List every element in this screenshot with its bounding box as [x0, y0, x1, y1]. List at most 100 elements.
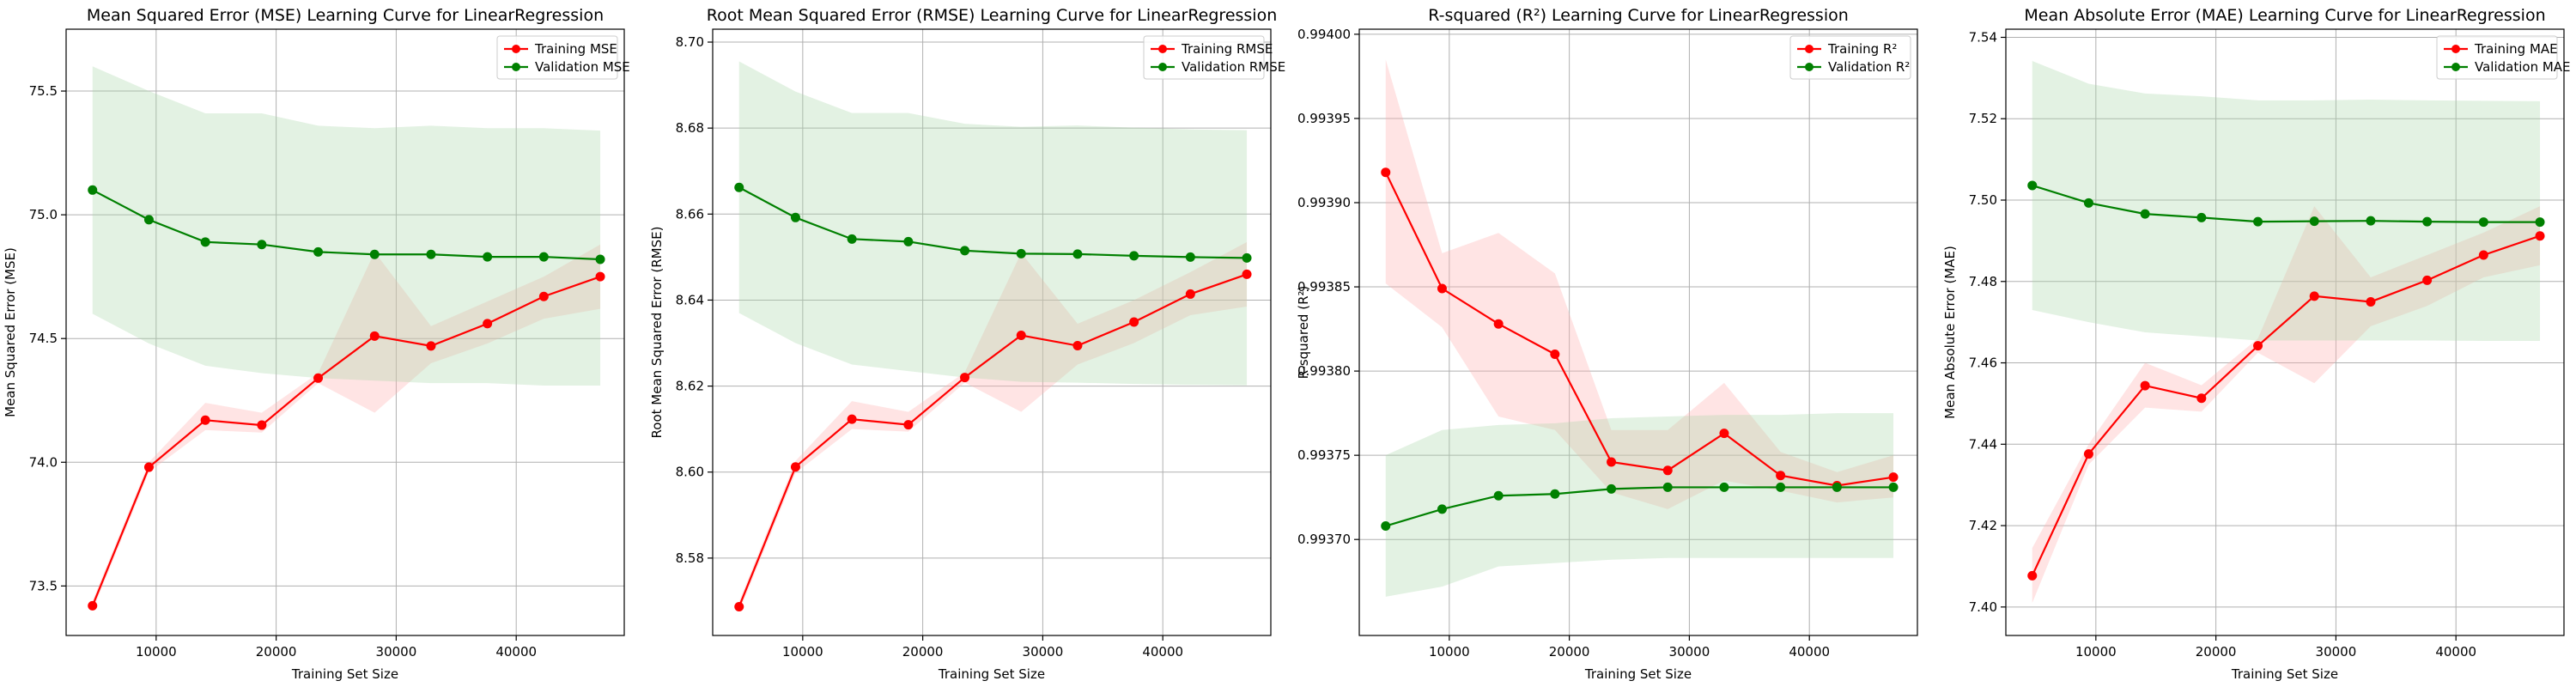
legend-box	[1789, 35, 1911, 80]
x-tick-label: 30000	[1669, 644, 1710, 660]
chart-title: Mean Squared Error (MSE) Learning Curve …	[87, 6, 604, 25]
y-tick-label: 8.60	[676, 465, 704, 480]
series-1-point	[2422, 275, 2433, 285]
x-tick-label: 40000	[1789, 644, 1830, 660]
series-1-point	[1381, 167, 1391, 178]
chart-title: R-squared (R²) Learning Curve for Linear…	[1428, 6, 1849, 25]
series-1-point	[1888, 472, 1899, 483]
y-tick-label: 8.70	[676, 34, 704, 50]
series-line-2	[738, 186, 1248, 259]
series-2-point	[1607, 483, 1617, 494]
series-1-point	[2366, 296, 2376, 307]
series-1-point	[1072, 341, 1083, 351]
x-tick-label: 40000	[1142, 644, 1183, 660]
y-tick-label: 75.5	[29, 83, 58, 99]
series-2-point	[2083, 198, 2093, 208]
series-line-1	[2031, 234, 2541, 576]
series-2-point	[2478, 217, 2488, 228]
y-tick-label: 74.5	[29, 331, 58, 346]
x-tick-label: 30000	[1023, 644, 1064, 660]
series-1-point	[143, 462, 154, 472]
x-tick-label: 40000	[495, 644, 537, 660]
chart-panel-4: 10000 20000 30000 40000 7.40 7.42 7.44 7.46 7.48…	[1942, 6, 2571, 682]
series-2-point	[2422, 216, 2433, 227]
series-1-point	[595, 271, 605, 282]
series-2-point	[257, 240, 267, 250]
x-tick-label: 20000	[902, 644, 944, 660]
legend: Training MSE Validation MSE	[496, 35, 630, 80]
series-2-point	[595, 254, 605, 264]
series-2-point	[1776, 482, 1786, 492]
x-tick-label: 30000	[376, 644, 417, 660]
series-1-point	[734, 601, 744, 611]
series-1-point	[790, 462, 800, 472]
legend-entry-label: Validation MAE	[2475, 59, 2571, 75]
x-axis-label: Training Set Size	[938, 666, 1045, 682]
series-2-point	[200, 237, 210, 247]
axes-frame	[712, 28, 1272, 636]
series-2-point	[1242, 252, 1252, 263]
series-1-point	[369, 331, 380, 341]
x-tick-label: 20000	[2196, 644, 2237, 660]
y-tick-label: 7.42	[1969, 518, 1997, 533]
legend-swatch-marker	[1158, 63, 1167, 71]
series-line-1	[1384, 172, 1894, 487]
series-2-point	[1550, 489, 1560, 499]
series-2-point	[1129, 251, 1139, 261]
x-tick-label: 20000	[1549, 644, 1590, 660]
series-1-point	[426, 341, 436, 351]
legend-entry-label: Training MAE	[2474, 41, 2558, 57]
series-2-point	[2366, 216, 2376, 226]
y-tick-label: 0.99390	[1297, 195, 1351, 210]
y-tick-label: 75.0	[29, 207, 58, 222]
y-axis-label: Mean Absolute Error (MAE)	[1942, 246, 1958, 419]
y-tick-label: 0.99370	[1297, 532, 1351, 547]
legend-swatch-marker	[512, 63, 520, 71]
series-2-point	[1888, 482, 1899, 492]
chart-panel-1: 10000 20000 30000 40000 73.5 74.0 74.5 75.0 75.5…	[3, 6, 630, 682]
series-2-point	[1832, 482, 1842, 492]
series-1-point	[2196, 393, 2207, 404]
series-band-2	[1385, 413, 1894, 597]
y-tick-label: 8.64	[676, 292, 704, 307]
series-1-point	[1437, 283, 1447, 294]
series-2-point	[426, 249, 436, 259]
series-band-1	[1385, 59, 1894, 509]
series-line-2	[2032, 184, 2541, 223]
series-2-point	[1016, 248, 1026, 258]
y-tick-label: 7.48	[1969, 274, 1997, 289]
chart-panel-2: 10000 20000 30000 40000 8.58 8.60 8.62 8.64 8.66…	[649, 6, 1285, 682]
series-2-point	[847, 234, 857, 244]
legend-entry-label: Validation MSE	[535, 59, 630, 75]
series-1-point	[200, 415, 210, 425]
y-axis-label: Mean Squared Error (MSE)	[3, 247, 18, 417]
chart-panel-3: 10000 20000 30000 40000 0.99370 0.99375 0.9938…	[1296, 6, 1918, 682]
series-band-1	[738, 241, 1248, 612]
series-1-point	[2309, 291, 2319, 301]
series-2-point	[143, 215, 154, 225]
chart-title: Mean Absolute Error (MAE) Learning Curve…	[2024, 6, 2545, 25]
series-1-point	[1550, 349, 1560, 359]
y-tick-label: 0.99375	[1297, 447, 1351, 463]
legend-swatch-marker	[2451, 63, 2460, 71]
legend-swatch-marker	[1805, 45, 1814, 53]
series-1-point	[1719, 429, 1729, 439]
axes-frame	[65, 28, 625, 636]
y-tick-label: 8.68	[676, 120, 704, 136]
series-2-point	[2535, 217, 2545, 228]
legend-entry-label: Validation RMSE	[1182, 59, 1285, 75]
legend-entry-label: Validation R²	[1828, 59, 1910, 75]
series-1-point	[2478, 250, 2488, 260]
x-tick-label: 30000	[2316, 644, 2357, 660]
legend-box	[2436, 35, 2558, 80]
series-2-point	[2027, 180, 2038, 191]
y-tick-label: 7.44	[1969, 436, 1997, 452]
y-tick-label: 0.99400	[1297, 27, 1351, 42]
series-band-2	[738, 61, 1248, 386]
series-1-point	[257, 420, 267, 430]
series-1-point	[903, 420, 914, 430]
legend: Training RMSE Validation RMSE	[1143, 35, 1285, 80]
series-1-point	[313, 373, 324, 383]
series-1-point	[88, 600, 98, 611]
